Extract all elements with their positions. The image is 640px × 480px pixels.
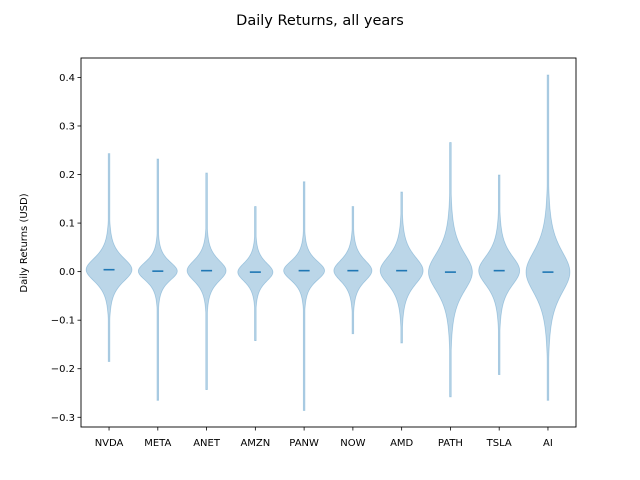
x-tick-label: META [144, 438, 171, 449]
x-tick-label: NVDA [95, 438, 124, 449]
violin-nvda [85, 153, 133, 362]
violin-meta [137, 158, 178, 401]
x-tick-label: PATH [438, 438, 463, 449]
violin-now [333, 206, 373, 335]
y-axis-ticks: −0.3 −0.2 −0.1 0.0 0.1 0.2 0.3 0.4 [51, 73, 81, 424]
x-tick-label: AMD [390, 438, 413, 449]
violin-body [428, 142, 473, 398]
x-tick-label: PANW [289, 438, 319, 449]
violin-body [478, 174, 521, 375]
x-tick-label: AI [543, 438, 553, 449]
chart-title: Daily Returns, all years [236, 13, 404, 29]
violin-ai [525, 74, 571, 401]
violin-amzn [237, 206, 274, 341]
y-tick-label: 0.1 [59, 219, 75, 230]
y-tick-label: 0.4 [59, 73, 75, 84]
violin-tsla [478, 174, 521, 375]
plot-frame [80, 57, 577, 428]
violin-series-group [85, 74, 571, 411]
violin-body [283, 181, 325, 411]
y-tick-label: 0.0 [59, 267, 75, 278]
violin-body [186, 172, 227, 391]
y-tick-label: −0.2 [51, 364, 75, 375]
y-tick-label: −0.3 [51, 413, 75, 424]
violin-body [85, 153, 133, 362]
x-tick-label: TSLA [486, 438, 512, 449]
violin-panw [283, 181, 325, 411]
y-axis-label: Daily Returns (USD) [19, 193, 30, 292]
x-tick-label: NOW [340, 438, 365, 449]
y-tick-label: 0.2 [59, 170, 75, 181]
violin-body [525, 74, 571, 401]
violin-anet [186, 172, 227, 391]
violin-path [428, 142, 473, 398]
violin-amd [379, 191, 424, 344]
x-axis-ticks: NVDA META ANET AMZN PANW NOW AMD PATH TSLA AI [95, 427, 553, 449]
violin-body [379, 191, 424, 344]
y-tick-label: 0.3 [59, 121, 75, 132]
y-tick-label: −0.1 [51, 316, 75, 327]
x-tick-label: ANET [193, 438, 221, 449]
violin-body [137, 158, 178, 401]
x-tick-label: AMZN [240, 438, 270, 449]
violin-body [237, 206, 274, 341]
